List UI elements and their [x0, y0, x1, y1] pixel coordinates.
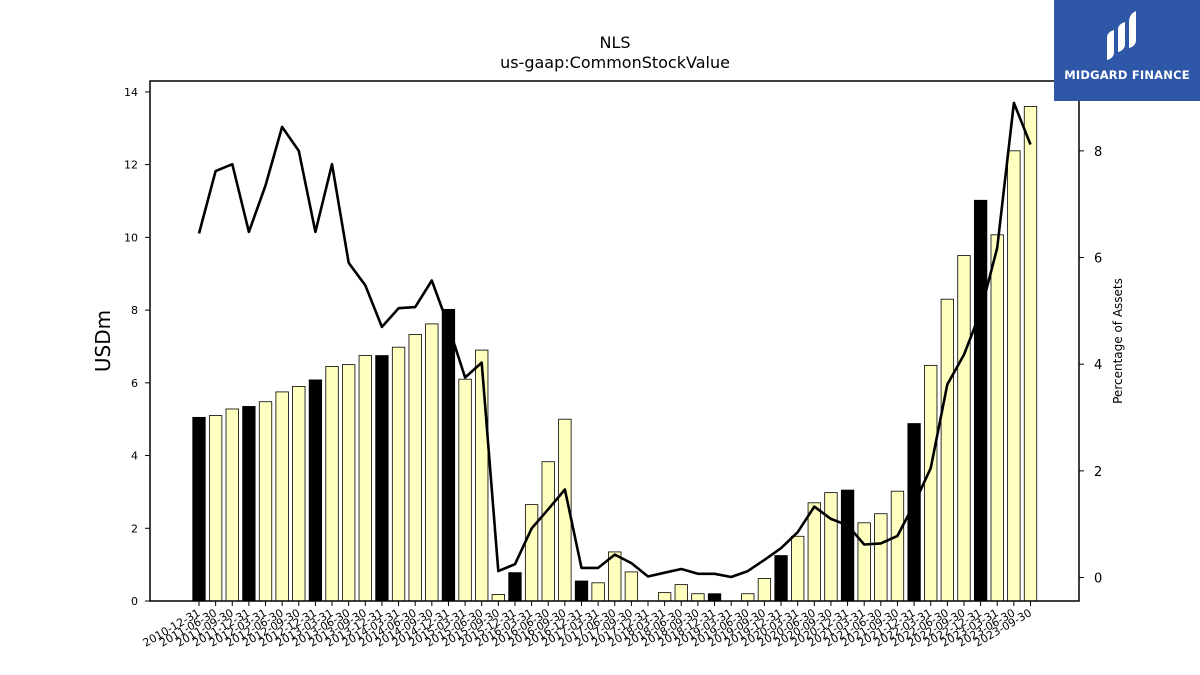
bar-2023-03-31 — [990, 234, 1004, 602]
y2-tick-label: 4 — [1094, 358, 1102, 373]
bar-2011-06-30 — [208, 415, 223, 602]
brand-name: MIDGARD FINANCE — [1064, 68, 1190, 82]
bar-2019-06-30 — [741, 593, 755, 602]
bar-2013-12-31 — [375, 355, 389, 602]
bar-2020-12-31 — [840, 489, 855, 602]
bar-2018-03-31 — [657, 592, 672, 602]
percentage-line — [197, 101, 1032, 579]
plot-frame — [149, 80, 1080, 602]
bar-2014-06-30 — [408, 334, 422, 602]
y2-tick-label: 2 — [1094, 465, 1102, 480]
bar-2016-12-31 — [574, 580, 589, 602]
bar-2015-03-31 — [458, 378, 472, 602]
y-axis-label: USDm — [91, 310, 115, 372]
bar-2011-12-31 — [242, 406, 256, 602]
y-axis-left: 0 2 4 6 8 10 12 14 — [124, 86, 150, 608]
y2-tick-label: 0 — [1094, 572, 1102, 587]
bar-2022-09-30 — [957, 255, 971, 602]
y-tick-label: 12 — [124, 159, 138, 172]
bar-2018-06-30 — [674, 584, 688, 602]
chart-title: NLS — [599, 33, 630, 52]
bar-2016-03-31 — [524, 504, 539, 602]
bar-series — [192, 106, 1038, 602]
bar-2021-03-31 — [857, 522, 871, 602]
bar-2017-03-31 — [591, 582, 605, 602]
y-tick-label: 4 — [131, 450, 138, 463]
bar-2013-06-30 — [342, 364, 356, 602]
bar-2021-09-30 — [890, 490, 905, 602]
y2-tick-label: 6 — [1094, 252, 1102, 267]
bar-2022-06-30 — [940, 298, 954, 602]
bar-2021-06-30 — [874, 513, 888, 602]
bar-2015-09-30 — [491, 594, 505, 602]
bar-2014-12-31 — [441, 308, 456, 602]
bar-2020-06-30 — [807, 502, 821, 602]
y-tick-label: 0 — [131, 595, 138, 608]
y2-tick-label: 8 — [1094, 145, 1102, 160]
bar-2010-12-31 — [192, 416, 206, 602]
bar-2022-03-31 — [924, 364, 938, 602]
bar-2023-09-30 — [1023, 106, 1038, 602]
bar-2012-03-31 — [258, 401, 273, 602]
bar-2019-09-30 — [757, 578, 772, 602]
y-tick-label: 14 — [124, 86, 138, 99]
bar-2013-03-31 — [325, 366, 339, 602]
bar-2016-06-30 — [541, 461, 555, 602]
brand-logo: MIDGARD FINANCE — [1054, 0, 1200, 101]
x-axis: 2010-12-312011-06-302011-09-302011-12-31… — [141, 601, 1034, 650]
bar-2012-12-31 — [308, 379, 323, 602]
bar-2013-09-30 — [358, 355, 372, 602]
bar-2023-06-30 — [1007, 150, 1021, 602]
y-tick-label: 8 — [131, 304, 138, 317]
y-tick-label: 6 — [131, 377, 138, 390]
line-series — [197, 101, 1032, 579]
bar-2015-12-31 — [508, 572, 522, 602]
bar-2012-09-30 — [292, 386, 306, 602]
bar-2011-09-30 — [225, 408, 239, 602]
bar-2020-09-30 — [824, 492, 838, 602]
chart-subtitle: us-gaap:CommonStockValue — [500, 53, 730, 72]
bar-2020-03-31 — [791, 535, 805, 602]
bar-2022-12-31 — [973, 199, 988, 602]
y2-axis-label: Percentage of Assets — [1111, 278, 1125, 404]
bar-2014-09-30 — [425, 323, 439, 602]
y-tick-label: 2 — [131, 522, 138, 535]
bar-2014-03-31 — [391, 346, 406, 602]
bar-2012-06-30 — [275, 391, 289, 602]
y-axis-right: 0 2 4 6 8 — [1079, 145, 1102, 587]
y-tick-label: 10 — [124, 231, 138, 244]
bar-2018-12-31 — [707, 593, 722, 602]
bar-2019-12-31 — [774, 555, 788, 602]
bar-2018-09-30 — [691, 593, 705, 602]
bar-2017-09-30 — [624, 571, 639, 602]
bar-2015-06-30 — [475, 349, 489, 602]
midgard-logo-icon — [1107, 11, 1136, 60]
